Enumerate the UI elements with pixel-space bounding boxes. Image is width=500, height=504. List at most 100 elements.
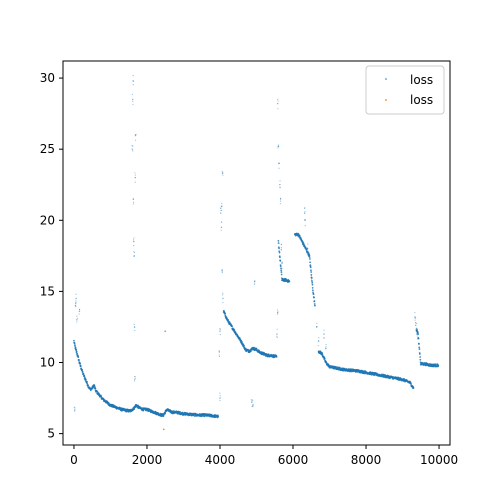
data-point (306, 250, 309, 253)
data-point (302, 242, 305, 245)
data-point (316, 322, 318, 324)
data-point (280, 243, 283, 246)
data-point (279, 259, 282, 262)
data-point (279, 197, 282, 199)
data-point (81, 368, 84, 371)
data-point (79, 362, 82, 365)
data-point (219, 328, 221, 331)
data-point (318, 340, 320, 342)
data-point (74, 304, 77, 307)
data-point (251, 401, 253, 404)
data-point (75, 350, 78, 353)
data-point (133, 237, 135, 239)
data-point (73, 406, 75, 408)
data-point (134, 378, 136, 380)
data-point (323, 333, 325, 335)
data-point (313, 300, 316, 302)
data-point (416, 338, 419, 340)
data-point (414, 311, 416, 314)
data-point (306, 247, 309, 250)
data-point (417, 337, 420, 340)
data-point (304, 218, 306, 221)
data-point (133, 251, 136, 254)
data-point (227, 319, 230, 321)
data-point (220, 206, 223, 208)
data-point (279, 265, 282, 268)
data-point (278, 162, 280, 165)
data-point (86, 380, 88, 383)
data-point (231, 325, 233, 328)
data-point (414, 319, 416, 321)
data-point (222, 297, 224, 300)
data-point (252, 403, 254, 406)
data-point (310, 269, 312, 272)
data-point (221, 270, 223, 272)
data-point (222, 301, 224, 304)
data-points (73, 75, 440, 431)
data-point (276, 336, 278, 339)
data-point (416, 328, 418, 330)
data-point (414, 317, 416, 319)
data-point (132, 98, 134, 101)
plot-area (63, 61, 450, 445)
data-point (131, 148, 134, 150)
data-point (134, 135, 136, 137)
data-point (308, 254, 311, 257)
data-point (96, 390, 99, 393)
legend: loss loss (365, 65, 445, 115)
data-point (419, 358, 422, 361)
data-point (222, 294, 224, 296)
data-point (221, 172, 224, 175)
data-point (74, 407, 76, 409)
data-point (157, 412, 160, 415)
x-tick-label: 8000 (351, 453, 382, 467)
x-tick-label: 4000 (205, 453, 236, 467)
data-point (310, 279, 313, 282)
data-point (222, 174, 224, 176)
data-point (304, 219, 306, 221)
data-point (316, 326, 318, 328)
data-point (234, 331, 237, 334)
data-point (133, 323, 135, 326)
data-point (277, 145, 279, 148)
data-point (134, 174, 136, 176)
data-point (303, 207, 306, 209)
data-point (133, 380, 136, 382)
data-point (418, 346, 421, 349)
data-point (132, 80, 134, 82)
data-point (75, 303, 77, 305)
data-point (251, 405, 253, 408)
y-tick-label: 25 (40, 142, 55, 156)
data-point (317, 340, 320, 342)
data-point (75, 297, 77, 300)
legend-marker-loss-orange (385, 99, 387, 101)
data-point (323, 358, 326, 360)
data-point (76, 352, 79, 355)
data-point (253, 280, 256, 283)
data-point (78, 308, 81, 311)
data-point (281, 262, 283, 264)
data-point (280, 249, 282, 251)
data-point (280, 271, 283, 274)
data-point (253, 283, 255, 285)
data-point (314, 304, 316, 307)
data-point (279, 203, 281, 205)
data-point (218, 355, 221, 358)
data-point (132, 75, 134, 77)
data-point (288, 280, 291, 283)
data-point (279, 184, 281, 186)
data-point (132, 198, 134, 201)
x-axis: 0 2000 4000 6000 8000 10000 (70, 445, 458, 467)
data-point (414, 321, 417, 324)
data-point (323, 337, 325, 339)
data-point (280, 247, 282, 249)
data-point (303, 212, 306, 214)
data-point (219, 392, 221, 394)
y-tick-label: 5 (47, 427, 55, 441)
data-point (278, 250, 281, 253)
data-point (311, 281, 314, 284)
data-point (132, 198, 135, 200)
data-point (313, 296, 315, 299)
data-point (414, 324, 416, 326)
